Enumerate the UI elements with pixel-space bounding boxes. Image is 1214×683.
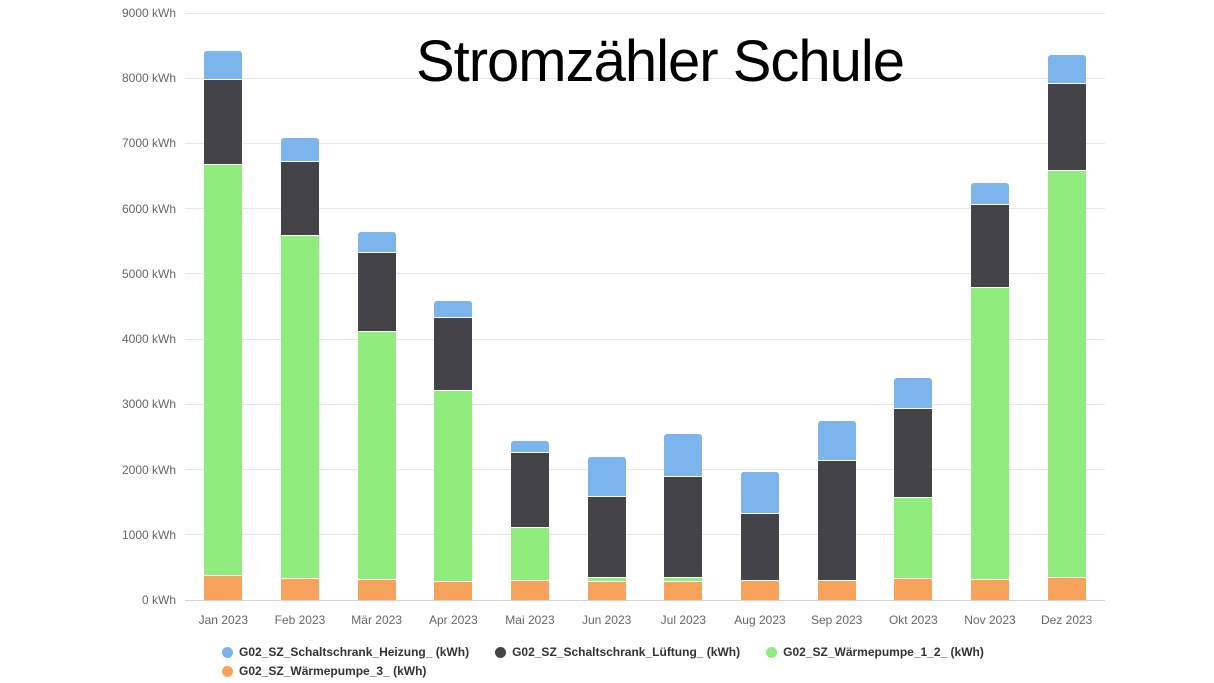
legend-marker-icon xyxy=(766,647,778,658)
bar-segment[interactable] xyxy=(817,421,856,460)
y-axis-tick-label: 5000 kWh xyxy=(121,266,176,281)
bar-segment[interactable] xyxy=(664,434,703,477)
bar-segment[interactable] xyxy=(587,496,626,577)
bar-segment[interactable] xyxy=(741,579,779,600)
chart-title: Stromzähler Schule xyxy=(415,29,905,94)
x-axis-tick-label: Mai 2023 xyxy=(505,613,555,627)
bar-segment[interactable] xyxy=(204,575,243,600)
bar-segment[interactable] xyxy=(357,232,396,253)
bar-segment[interactable] xyxy=(894,378,933,408)
x-axis-tick-label: Jan 2023 xyxy=(198,613,249,627)
y-axis-tick-label: 2000 kWh xyxy=(121,462,176,477)
bar-segment[interactable] xyxy=(664,576,703,582)
x-axis-tick-label: Jul 2023 xyxy=(660,613,707,627)
y-axis-tick-label: 6000 kWh xyxy=(121,201,176,216)
bar-segment[interactable] xyxy=(357,579,396,600)
bar-segment[interactable] xyxy=(1047,170,1086,578)
legend-marker-icon xyxy=(222,647,233,658)
y-gridline xyxy=(185,142,1105,144)
y-gridline xyxy=(185,338,1105,340)
bar-segment[interactable] xyxy=(511,526,549,581)
x-axis-tick-label: Okt 2023 xyxy=(888,613,938,627)
bar-segment[interactable] xyxy=(204,50,243,79)
x-axis-tick-label: Aug 2023 xyxy=(734,613,786,627)
bar-segment[interactable] xyxy=(741,513,779,580)
bar-segment[interactable] xyxy=(434,581,473,600)
bar-segment[interactable] xyxy=(894,407,933,497)
bar-segment[interactable] xyxy=(511,451,549,527)
bar-segment[interactable] xyxy=(281,161,319,236)
bar-segment[interactable] xyxy=(587,581,626,600)
bar-segment[interactable] xyxy=(281,577,319,600)
bar-segment[interactable] xyxy=(817,579,856,600)
x-axis-line xyxy=(185,599,1105,601)
y-axis-tick-label: 3000 kWh xyxy=(121,397,176,412)
legend-item-label: G02_SZ_Wärmepumpe_1_2_ (kWh) xyxy=(783,645,984,659)
bar-segment[interactable] xyxy=(511,440,549,452)
bar-segment[interactable] xyxy=(741,472,779,514)
bar-segment[interactable] xyxy=(664,476,703,577)
x-axis-tick-label: Apr 2023 xyxy=(428,613,478,627)
y-gridline xyxy=(185,469,1105,471)
bar-segment[interactable] xyxy=(587,576,626,582)
y-axis-tick-label: 0 kWh xyxy=(141,593,176,607)
y-gridline xyxy=(185,403,1105,405)
x-axis-tick-label: Mär 2023 xyxy=(351,613,402,627)
bar-segment[interactable] xyxy=(281,235,319,578)
y-gridline xyxy=(185,12,1105,14)
bar-segment[interactable] xyxy=(587,457,626,497)
legend: G02_SZ_Schaltschrank_Heizung_ (kWh) G02_S… xyxy=(222,645,1102,679)
bar-segment[interactable] xyxy=(357,331,396,580)
y-axis-tick-label: 7000 kWh xyxy=(121,136,176,151)
legend-marker-icon xyxy=(222,666,233,677)
y-gridline xyxy=(185,273,1105,275)
bar-segment[interactable] xyxy=(971,204,1009,287)
bar-segment[interactable] xyxy=(204,78,243,165)
bar-segment[interactable] xyxy=(357,252,396,332)
legend-item-label: G02_SZ_Wärmepumpe_3_ (kWh) xyxy=(239,664,427,678)
y-axis-tick-label: 9000 kWh xyxy=(121,6,176,20)
legend-item[interactable]: G02_SZ_Wärmepumpe_3_ (kWh) xyxy=(222,664,426,679)
bar-segment[interactable] xyxy=(971,286,1009,580)
legend-item-label: G02_SZ_Schaltschrank_Heizung_ (kWh) xyxy=(239,645,470,659)
bar-segment[interactable] xyxy=(971,183,1009,205)
bar-segment[interactable] xyxy=(204,164,243,576)
x-axis-tick-label: Feb 2023 xyxy=(274,613,326,627)
bar-segment[interactable] xyxy=(1047,55,1086,83)
legend-item[interactable]: G02_SZ_Schaltschrank_Lüftung_ (kWh) xyxy=(495,645,740,660)
bar-segment[interactable] xyxy=(434,300,473,317)
bar-segment[interactable] xyxy=(817,459,856,580)
legend-marker-icon xyxy=(495,647,507,658)
bar-segment[interactable] xyxy=(434,389,473,582)
x-axis-tick-label: Dez 2023 xyxy=(1040,613,1093,627)
y-gridline xyxy=(185,208,1105,210)
y-gridline xyxy=(185,77,1105,79)
y-axis-tick-label: 8000 kWh xyxy=(121,71,176,86)
bar-segment[interactable] xyxy=(664,581,703,600)
bar-segment[interactable] xyxy=(511,580,549,600)
x-axis-tick-label: Jun 2023 xyxy=(581,613,632,627)
y-axis-tick-label: 1000 kWh xyxy=(121,527,176,542)
bar-segment[interactable] xyxy=(1047,82,1086,171)
legend-item-label: G02_SZ_Schaltschrank_Lüftung_ (kWh) xyxy=(512,645,741,659)
x-axis-tick-label: Nov 2023 xyxy=(964,613,1016,627)
bar-segment[interactable] xyxy=(894,578,933,600)
legend-item[interactable]: G02_SZ_Wärmepumpe_1_2_ (kWh) xyxy=(766,645,984,660)
y-axis-tick-label: 4000 kWh xyxy=(121,332,176,347)
bar-segment[interactable] xyxy=(1047,577,1086,600)
bar-segment[interactable] xyxy=(434,316,473,390)
y-gridline xyxy=(185,534,1105,536)
bar-segment[interactable] xyxy=(971,579,1009,600)
bar-segment[interactable] xyxy=(281,137,319,162)
bar-segment[interactable] xyxy=(894,496,933,579)
x-axis-tick-label: Sep 2023 xyxy=(810,613,863,627)
legend-item[interactable]: G02_SZ_Schaltschrank_Heizung_ (kWh) xyxy=(222,645,469,660)
